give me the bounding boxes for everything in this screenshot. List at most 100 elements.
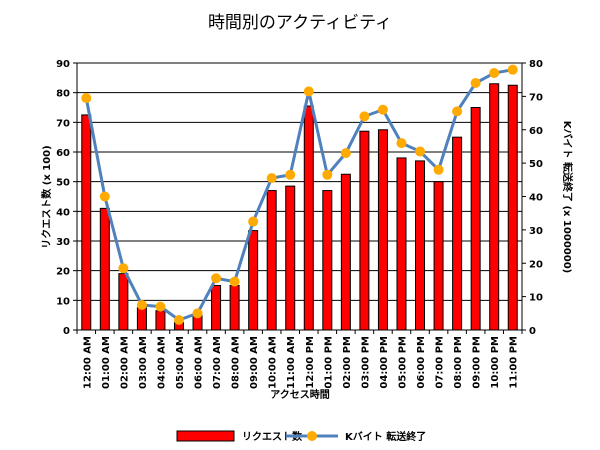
x-tick-label: 09:00 AM xyxy=(249,336,260,389)
x-tick-label: 04:00 PM xyxy=(379,336,390,389)
bar xyxy=(303,105,314,331)
legend-line-marker xyxy=(307,431,317,441)
line-point xyxy=(396,138,407,149)
x-tick-label: 05:00 PM xyxy=(397,336,408,389)
x-tick-label: 06:00 AM xyxy=(194,336,205,389)
line-point xyxy=(470,78,481,89)
bar xyxy=(285,185,296,331)
y-tick-label: 20 xyxy=(56,267,70,278)
x-tick-label: 12:00 PM xyxy=(305,336,316,389)
x-tick-label: 07:00 AM xyxy=(212,336,223,389)
bar xyxy=(452,136,463,331)
y-tick-label: 10 xyxy=(56,296,70,307)
line-point xyxy=(266,173,277,184)
line-point xyxy=(340,148,351,159)
y-tick-label: 30 xyxy=(56,237,70,248)
bar xyxy=(118,273,129,331)
line-path xyxy=(84,68,513,322)
bar xyxy=(266,190,277,331)
x-tick-label: 09:00 PM xyxy=(472,336,483,389)
bar-series xyxy=(81,83,518,331)
line-point xyxy=(229,276,240,287)
legend-line-label: Kバイト 転送終了 xyxy=(345,430,426,443)
y-tick-label: 40 xyxy=(56,207,70,218)
line-point xyxy=(136,299,147,310)
line-point xyxy=(415,146,426,157)
bar xyxy=(155,310,166,331)
y2-tick-label: 20 xyxy=(529,259,543,270)
line-point xyxy=(433,164,444,175)
bar xyxy=(359,130,370,331)
line-point xyxy=(173,314,184,325)
y-tick-label: 60 xyxy=(56,148,70,159)
x-tick-label: 02:00 AM xyxy=(119,336,130,389)
y2-tick-label: 50 xyxy=(529,159,543,170)
y-tick-label: 70 xyxy=(56,118,70,129)
x-tick-label: 11:00 AM xyxy=(286,336,297,389)
bar xyxy=(340,173,351,331)
y-tick-label: 50 xyxy=(56,178,70,189)
x-tick-label: 05:00 AM xyxy=(175,336,186,389)
y2-tick-label: 80 xyxy=(529,59,543,70)
x-tick-label: 10:00 AM xyxy=(268,336,279,389)
y2-tick-label: 30 xyxy=(529,226,543,237)
line-point xyxy=(81,93,92,104)
line-point xyxy=(359,111,370,122)
x-axis-title: アクセス時間 xyxy=(270,388,330,401)
right-axis-ticks: 0 10 20 30 40 50 60 70 80 xyxy=(522,59,543,337)
bar xyxy=(377,129,388,331)
bar xyxy=(99,207,110,331)
chart-title: 時間別のアクティビティ xyxy=(208,13,392,33)
line-point xyxy=(118,263,129,274)
bar xyxy=(136,307,147,331)
x-tick-label: 11:00 PM xyxy=(509,336,520,389)
y-tick-label: 0 xyxy=(63,326,70,337)
line-point xyxy=(192,308,203,319)
x-tick-label: 03:00 PM xyxy=(360,336,371,389)
y2-axis-title: Kバイト 転送終了 (x 1000000) xyxy=(561,121,574,274)
x-tick-label: 12:00 AM xyxy=(82,336,93,389)
line-point xyxy=(248,216,259,227)
x-tick-label: 03:00 AM xyxy=(138,336,149,389)
line-point xyxy=(211,273,222,284)
grid-lines xyxy=(77,62,522,301)
bar xyxy=(470,107,481,331)
legend-bar-swatch xyxy=(176,430,235,442)
line-point xyxy=(99,191,110,202)
y2-tick-label: 0 xyxy=(529,326,536,337)
bar xyxy=(415,160,426,331)
bar xyxy=(211,285,222,331)
x-tick-label: 08:00 AM xyxy=(231,336,242,389)
x-tick-label: 04:00 AM xyxy=(156,336,167,389)
line-series xyxy=(81,64,518,325)
x-tick-label: 01:00 AM xyxy=(101,336,112,389)
legend-bar-label: リクエスト数 xyxy=(242,430,303,443)
x-axis-ticks: 12:00 AM 01:00 AM 02:00 AM 03:00 AM 04:00 AM… xyxy=(76,330,523,389)
x-tick-label: 08:00 PM xyxy=(453,336,464,389)
bar xyxy=(248,230,259,331)
y-tick-label: 80 xyxy=(56,89,70,100)
line-point xyxy=(507,64,518,75)
bar xyxy=(229,285,240,331)
x-tick-label: 07:00 PM xyxy=(435,336,446,389)
y-axis-title: リクエスト数 (x 100) xyxy=(40,145,53,248)
y-tick-label: 90 xyxy=(56,59,70,70)
line-point xyxy=(303,86,314,97)
x-tick-label: 01:00 PM xyxy=(323,336,334,389)
bar xyxy=(81,114,92,331)
line-point xyxy=(377,104,388,115)
line-point xyxy=(285,169,296,180)
y2-tick-label: 70 xyxy=(529,92,543,103)
bar xyxy=(489,83,500,331)
x-tick-label: 10:00 PM xyxy=(490,336,501,389)
line-point xyxy=(322,169,333,180)
x-tick-label: 06:00 PM xyxy=(416,336,427,389)
bar xyxy=(322,190,333,331)
y2-tick-label: 10 xyxy=(529,293,543,304)
legend: リクエスト数 Kバイト 転送終了 xyxy=(176,430,426,443)
line-point xyxy=(489,68,500,79)
y2-tick-label: 40 xyxy=(529,193,543,204)
bar xyxy=(396,157,407,331)
line-point xyxy=(452,106,463,117)
